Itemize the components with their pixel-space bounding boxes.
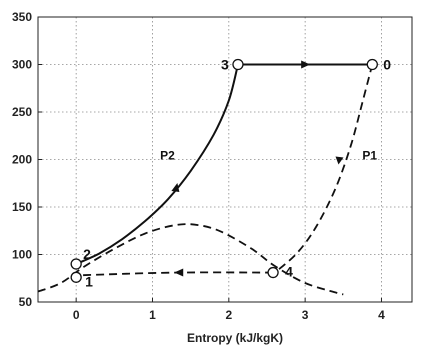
x-tick-label: 2 <box>225 308 232 322</box>
state-point-marker <box>366 58 378 71</box>
state-point-label: 4 <box>285 264 293 280</box>
curve-label: P2 <box>160 149 175 163</box>
series-line-unnamed-4 <box>38 223 344 296</box>
y-tick-label: 200 <box>12 153 32 167</box>
series-line-p1 <box>275 64 374 273</box>
direction-arrow <box>301 60 311 69</box>
y-tick-label: 300 <box>12 58 32 72</box>
x-tick-label: 4 <box>378 308 385 322</box>
y-tick-label: 50 <box>19 295 33 309</box>
y-tick-label: 250 <box>12 105 32 119</box>
series-line-unnamed-3 <box>76 271 274 277</box>
x-axis-title: Entropy (kJ/kgK) <box>187 331 283 345</box>
state-point-label: 0 <box>383 57 391 73</box>
plot-area: 0 1 2 3 4 50 100 150 200 250 300 350 1 2 3 4 0 P2 P1 <box>12 10 413 322</box>
state-point-marker <box>70 258 82 270</box>
state-point-label: 1 <box>85 273 93 289</box>
direction-arrow <box>174 268 184 277</box>
state-point-label: 2 <box>83 246 91 262</box>
direction-arrow <box>171 183 180 192</box>
y-tick-label: 100 <box>12 248 32 262</box>
x-tick-label: 0 <box>73 308 80 322</box>
x-tick-label: 3 <box>302 308 309 322</box>
state-point-label: 3 <box>221 57 229 73</box>
series-line-p2 <box>75 64 239 265</box>
x-tick-label: 1 <box>149 308 156 322</box>
direction-arrow <box>335 156 344 165</box>
curve-label: P1 <box>362 149 377 163</box>
y-tick-label: 150 <box>12 200 32 214</box>
state-point-marker <box>232 58 244 71</box>
y-tick-label: 350 <box>12 10 32 24</box>
state-point-marker <box>70 271 82 283</box>
state-point-marker <box>267 266 279 279</box>
